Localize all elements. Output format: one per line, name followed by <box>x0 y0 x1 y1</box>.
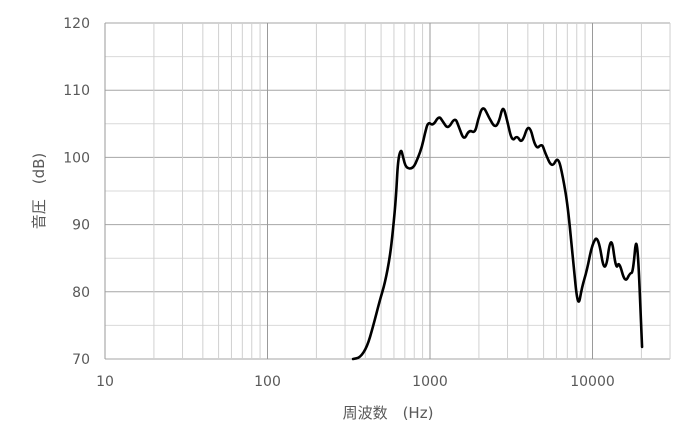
y-tick-label: 100 <box>63 150 90 166</box>
y-tick-label: 110 <box>63 83 90 99</box>
y-tick-labels: 70 80 90 100 110 120 <box>63 16 90 368</box>
series-line <box>351 107 644 361</box>
x-tick-label: 100 <box>254 374 281 390</box>
x-tick-labels: 10 100 1000 10000 <box>96 374 615 390</box>
y-tick-label: 80 <box>72 285 90 301</box>
grid <box>104 22 671 360</box>
y-axis-label: 音圧 (dB) <box>30 153 48 230</box>
x-tick-label: 10000 <box>570 374 615 390</box>
x-axis-label: 周波数 (Hz) <box>343 404 434 422</box>
y-tick-label: 120 <box>63 16 90 32</box>
x-tick-label: 10 <box>96 374 114 390</box>
series <box>351 107 644 361</box>
y-tick-label: 70 <box>72 352 90 368</box>
x-tick-label: 1000 <box>412 374 448 390</box>
y-tick-label: 90 <box>72 218 90 234</box>
